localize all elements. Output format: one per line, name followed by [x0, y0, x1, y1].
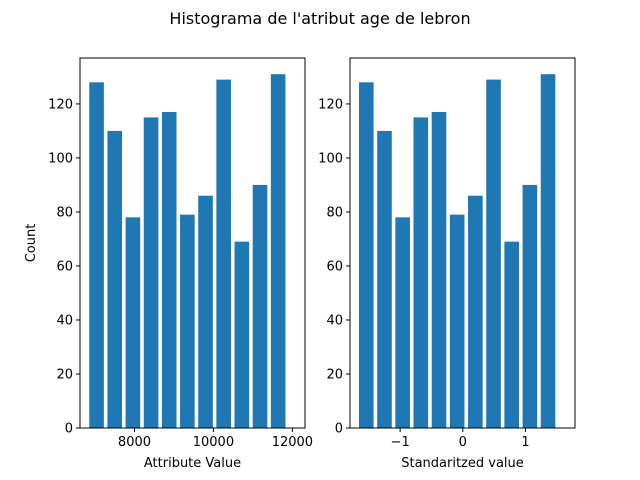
y-tick-label: 40	[326, 313, 343, 328]
histogram-bar-0	[358, 82, 374, 428]
histogram-bar-8	[504, 241, 520, 428]
x-tick-label: 12000	[272, 435, 313, 450]
y-tick-label: 80	[326, 205, 343, 220]
y-axis-ticks: 0 20 40 60 80 100 120	[48, 97, 80, 437]
histogram-bar-2	[125, 217, 141, 428]
histogram-bar-1	[107, 130, 123, 428]
x-axis-label: Standaritzed value	[401, 456, 524, 471]
y-tick-label: 120	[318, 97, 343, 112]
chart-panel-attribute-value: 8000 10000 12000 0 20 40 60 80 100 120 Attribute…	[24, 57, 313, 471]
histogram-bar-4	[161, 112, 177, 429]
x-tick-label: 10000	[193, 435, 234, 450]
x-axis-ticks: −1 0 1	[391, 428, 530, 450]
histogram-bar-10	[540, 74, 556, 428]
histogram-bar-7	[216, 79, 231, 429]
histogram-bar-10	[270, 74, 286, 428]
y-tick-label: 0	[65, 422, 73, 437]
y-tick-label: 40	[56, 313, 73, 328]
x-tick-label: 8000	[118, 435, 151, 450]
x-axis-label: Attribute Value	[144, 456, 241, 471]
histogram-bar-1	[377, 130, 392, 428]
y-tick-label: 120	[48, 97, 73, 112]
y-tick-label: 80	[56, 205, 73, 220]
histogram-bar-9	[522, 184, 538, 428]
x-tick-label: 0	[459, 435, 467, 450]
histogram-bar-3	[143, 117, 159, 428]
y-tick-label: 20	[56, 367, 73, 382]
histogram-bar-6	[468, 195, 483, 428]
histogram-bar-2	[395, 217, 410, 428]
y-tick-label: 60	[56, 259, 73, 274]
histogram-bar-6	[198, 195, 213, 428]
y-tick-label: 100	[318, 151, 343, 166]
histogram-bar-4	[431, 112, 447, 429]
y-tick-label: 60	[326, 259, 343, 274]
y-tick-label: 100	[48, 151, 73, 166]
figure-title: Histograma de l'atribut age de lebron	[169, 9, 470, 28]
plot-frame	[79, 57, 306, 429]
x-axis-ticks: 8000 10000 12000	[118, 428, 313, 450]
histogram-bar-8	[234, 241, 250, 428]
bar-group	[358, 74, 556, 429]
y-axis-ticks: 0 20 40 60 80 100 120	[318, 97, 350, 437]
histogram-bar-9	[252, 184, 268, 428]
histogram-bar-5	[449, 214, 465, 428]
bar-group	[89, 74, 286, 429]
histogram-bar-0	[89, 82, 104, 428]
x-tick-label: 1	[521, 435, 529, 450]
histogram-bar-3	[413, 117, 429, 428]
y-tick-label: 0	[335, 422, 343, 437]
histogram-bar-7	[486, 79, 501, 429]
y-tick-label: 20	[326, 367, 343, 382]
histogram-bar-5	[180, 214, 195, 428]
y-axis-label: Count	[24, 224, 39, 263]
x-tick-label: −1	[391, 435, 410, 450]
